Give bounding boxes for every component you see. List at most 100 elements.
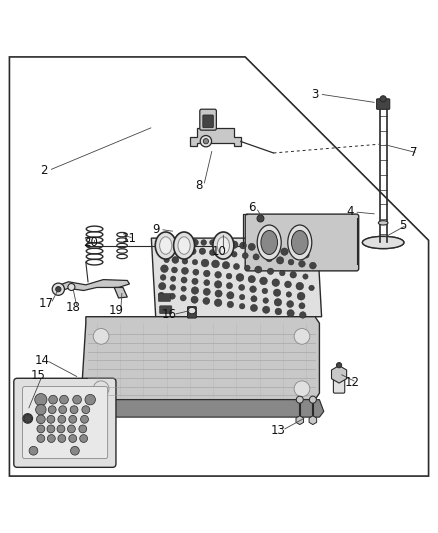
Circle shape xyxy=(48,406,56,414)
Circle shape xyxy=(58,415,66,423)
Circle shape xyxy=(203,139,208,144)
Text: 14: 14 xyxy=(35,354,49,367)
Circle shape xyxy=(201,240,207,245)
Circle shape xyxy=(242,253,248,259)
Circle shape xyxy=(67,425,75,433)
Text: 6: 6 xyxy=(248,201,255,214)
Circle shape xyxy=(58,434,66,442)
Text: 16: 16 xyxy=(161,308,176,321)
Circle shape xyxy=(80,434,88,442)
Circle shape xyxy=(296,282,304,290)
Circle shape xyxy=(170,285,176,290)
Circle shape xyxy=(52,283,64,295)
Circle shape xyxy=(240,294,245,300)
FancyBboxPatch shape xyxy=(245,214,359,271)
Ellipse shape xyxy=(188,308,196,314)
Circle shape xyxy=(215,281,222,288)
Ellipse shape xyxy=(257,225,281,260)
Circle shape xyxy=(183,239,190,246)
Circle shape xyxy=(273,289,281,296)
Circle shape xyxy=(248,243,255,251)
Circle shape xyxy=(181,277,187,283)
FancyBboxPatch shape xyxy=(22,386,108,458)
Circle shape xyxy=(255,266,262,273)
Text: 15: 15 xyxy=(30,369,45,382)
Circle shape xyxy=(262,288,268,294)
Circle shape xyxy=(85,394,95,405)
Circle shape xyxy=(231,252,237,257)
Circle shape xyxy=(159,282,166,290)
Circle shape xyxy=(69,434,77,442)
Circle shape xyxy=(215,271,222,278)
Circle shape xyxy=(281,248,288,255)
Polygon shape xyxy=(114,287,127,298)
Circle shape xyxy=(270,246,277,254)
Circle shape xyxy=(93,328,109,344)
Circle shape xyxy=(287,310,294,317)
Circle shape xyxy=(37,425,45,433)
FancyBboxPatch shape xyxy=(14,378,116,467)
Polygon shape xyxy=(81,393,324,417)
Circle shape xyxy=(81,415,88,423)
Circle shape xyxy=(380,96,386,102)
Ellipse shape xyxy=(23,414,32,423)
Circle shape xyxy=(275,308,282,315)
Circle shape xyxy=(230,241,238,248)
Text: 8: 8 xyxy=(196,179,203,192)
Text: 10: 10 xyxy=(212,245,226,258)
Circle shape xyxy=(181,286,186,292)
Circle shape xyxy=(212,260,219,268)
Circle shape xyxy=(251,304,258,311)
Circle shape xyxy=(47,425,55,433)
Circle shape xyxy=(47,434,55,442)
FancyBboxPatch shape xyxy=(187,306,196,318)
Circle shape xyxy=(215,290,222,297)
Circle shape xyxy=(37,434,45,442)
Circle shape xyxy=(79,425,87,433)
Circle shape xyxy=(227,292,234,299)
Circle shape xyxy=(226,282,233,289)
Circle shape xyxy=(220,250,227,257)
Ellipse shape xyxy=(261,230,278,254)
Circle shape xyxy=(240,242,247,249)
Ellipse shape xyxy=(362,236,404,248)
Circle shape xyxy=(274,298,282,306)
Circle shape xyxy=(179,248,185,254)
Circle shape xyxy=(168,248,174,254)
Circle shape xyxy=(251,296,257,302)
Circle shape xyxy=(267,268,274,274)
Circle shape xyxy=(201,259,209,267)
Circle shape xyxy=(69,415,77,423)
Circle shape xyxy=(59,406,67,414)
FancyBboxPatch shape xyxy=(159,306,172,313)
Circle shape xyxy=(57,425,65,433)
FancyBboxPatch shape xyxy=(200,109,216,130)
Circle shape xyxy=(200,135,212,147)
Circle shape xyxy=(68,284,75,290)
Circle shape xyxy=(204,280,210,286)
Circle shape xyxy=(303,274,308,279)
Polygon shape xyxy=(81,317,319,400)
Circle shape xyxy=(82,406,90,414)
Circle shape xyxy=(310,262,316,269)
Circle shape xyxy=(73,395,81,404)
Circle shape xyxy=(172,256,179,263)
Circle shape xyxy=(93,381,109,397)
Circle shape xyxy=(288,259,294,265)
Ellipse shape xyxy=(159,237,172,254)
Circle shape xyxy=(29,446,38,455)
Ellipse shape xyxy=(291,230,308,254)
Circle shape xyxy=(336,362,342,368)
Circle shape xyxy=(182,259,188,264)
Circle shape xyxy=(253,254,259,260)
Circle shape xyxy=(35,405,46,415)
Circle shape xyxy=(309,285,314,290)
Circle shape xyxy=(199,248,205,254)
Text: 7: 7 xyxy=(410,147,417,159)
Circle shape xyxy=(272,279,279,286)
Circle shape xyxy=(248,276,255,283)
Circle shape xyxy=(299,261,305,267)
Circle shape xyxy=(287,301,293,308)
Circle shape xyxy=(166,239,172,246)
FancyBboxPatch shape xyxy=(203,115,213,128)
